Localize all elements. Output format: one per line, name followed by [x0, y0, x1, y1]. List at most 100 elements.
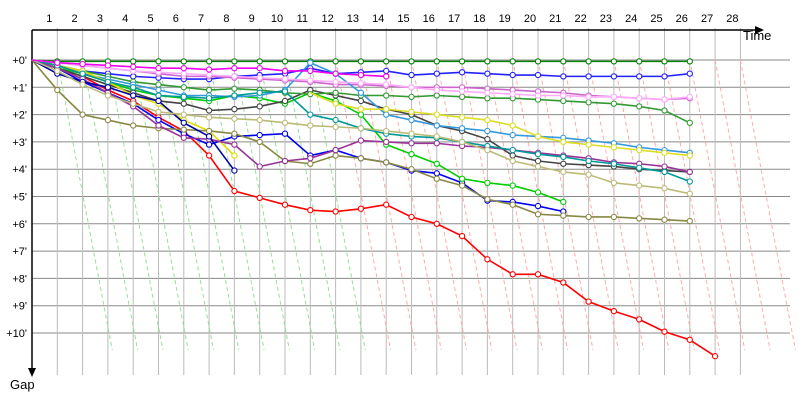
- data-point: [534, 189, 542, 196]
- data-point: [332, 208, 339, 215]
- data-point: [661, 149, 668, 156]
- series-group: [31, 58, 719, 360]
- data-point: [332, 100, 339, 107]
- data-point: [281, 75, 289, 83]
- data-point: [104, 78, 112, 85]
- data-point: [484, 179, 491, 186]
- data-point: [509, 122, 516, 129]
- guide-line: [82, 59, 139, 351]
- x-tick-label: 4: [122, 13, 128, 25]
- data-point: [130, 58, 137, 65]
- data-point: [231, 187, 238, 195]
- data-point: [256, 116, 263, 124]
- guide-line: [461, 59, 518, 351]
- data-point: [534, 271, 542, 278]
- data-point: [560, 212, 567, 219]
- data-point: [383, 81, 390, 88]
- data-point: [458, 114, 466, 121]
- data-point: [231, 141, 238, 148]
- data-point: [408, 71, 415, 79]
- data-point: [585, 141, 592, 148]
- data-point: [408, 166, 415, 173]
- data-point: [458, 58, 466, 65]
- x-tick-label: 13: [347, 13, 359, 25]
- data-point: [256, 58, 263, 65]
- data-point: [509, 152, 516, 159]
- data-point: [383, 92, 390, 99]
- data-point: [54, 67, 61, 75]
- data-point: [458, 125, 466, 132]
- guide-line: [562, 59, 619, 351]
- data-point: [458, 175, 466, 182]
- data-point: [357, 205, 365, 212]
- data-point: [484, 116, 491, 124]
- data-point: [205, 71, 213, 79]
- data-point: [661, 96, 668, 103]
- y-tick-label: +9': [12, 301, 27, 313]
- data-point: [332, 123, 339, 131]
- data-point: [433, 70, 440, 77]
- data-point: [408, 130, 415, 137]
- data-point: [332, 78, 339, 85]
- data-point: [433, 58, 440, 65]
- data-point: [686, 70, 693, 77]
- data-point: [256, 163, 263, 170]
- data-point: [205, 107, 213, 114]
- data-point: [205, 127, 213, 135]
- data-point: [661, 73, 668, 80]
- y-tick-label: +4': [12, 164, 27, 176]
- data-point: [205, 86, 213, 94]
- data-point: [433, 122, 440, 129]
- data-point: [332, 116, 339, 124]
- data-point: [686, 336, 693, 343]
- data-point: [560, 92, 567, 99]
- x-tick-label: 21: [549, 13, 561, 25]
- data-point: [433, 175, 440, 182]
- data-point: [585, 298, 592, 305]
- data-point: [357, 58, 365, 65]
- y-tick-label: +10': [6, 328, 27, 340]
- data-point: [307, 122, 314, 129]
- data-point: [433, 140, 440, 147]
- data-point: [180, 70, 187, 77]
- x-tick-label: 8: [223, 13, 229, 25]
- data-point: [661, 58, 668, 65]
- data-point: [130, 92, 137, 99]
- data-point: [636, 95, 643, 102]
- data-point: [357, 137, 365, 144]
- data-point: [661, 168, 668, 176]
- data-point: [585, 213, 592, 221]
- guide-line: [284, 59, 341, 351]
- data-point: [155, 108, 162, 116]
- y-tick-label: +5': [12, 192, 27, 204]
- guide-line: [436, 59, 493, 351]
- data-point: [560, 168, 567, 176]
- data-point: [661, 107, 668, 114]
- data-point: [256, 138, 263, 146]
- data-point: [281, 97, 289, 105]
- x-axis-title: Time: [743, 28, 771, 43]
- data-point: [636, 182, 643, 189]
- guide-line: [537, 59, 594, 351]
- data-point: [686, 168, 693, 176]
- data-point: [509, 146, 516, 154]
- data-point: [585, 93, 592, 101]
- data-point: [458, 69, 466, 76]
- data-point: [585, 157, 592, 165]
- data-point: [231, 85, 238, 92]
- x-tick-label: 5: [147, 13, 153, 25]
- data-point: [332, 89, 339, 96]
- guide-line: [183, 59, 240, 351]
- data-point: [155, 58, 162, 65]
- data-point: [79, 111, 86, 118]
- data-point: [534, 157, 542, 165]
- data-point: [610, 308, 618, 315]
- data-point: [686, 93, 693, 101]
- y-axis-title: Gap: [10, 377, 35, 392]
- data-point: [560, 138, 567, 146]
- guide-line: [689, 59, 746, 351]
- x-tick-label: 22: [574, 13, 586, 25]
- x-tick-label: 11: [297, 13, 308, 25]
- data-point: [79, 70, 86, 77]
- data-point: [534, 71, 542, 79]
